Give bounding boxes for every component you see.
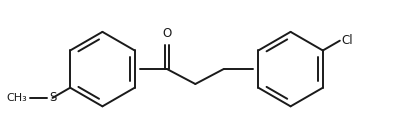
Text: CH₃: CH₃ xyxy=(6,93,27,103)
Text: O: O xyxy=(162,27,172,40)
Text: Cl: Cl xyxy=(342,34,353,47)
Text: S: S xyxy=(49,91,56,104)
